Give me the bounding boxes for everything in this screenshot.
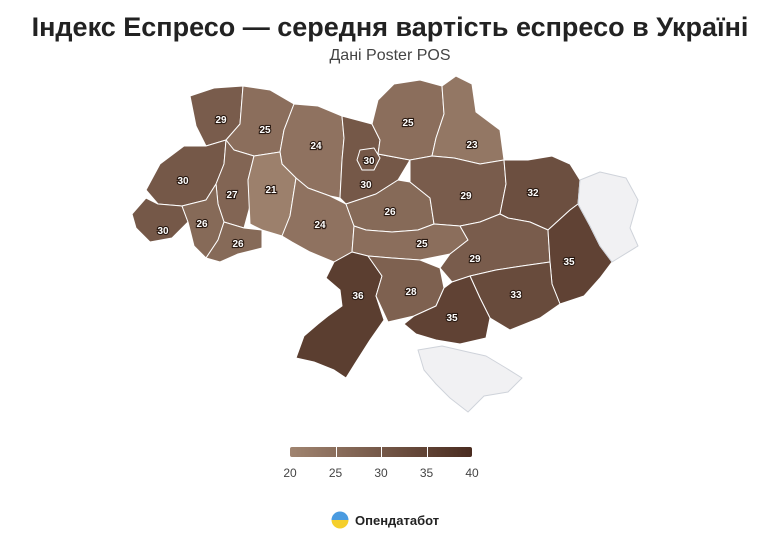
region-value-label-rivne: 25 [259, 125, 271, 136]
brand-footer: Опендатабот [331, 510, 439, 530]
color-legend: 20 25 30 35 40 [283, 447, 479, 480]
region-value-label-sumy: 23 [466, 140, 478, 151]
opendatabot-logo-icon [331, 511, 349, 529]
legend-tick-label: 25 [328, 466, 343, 480]
region-value-label-kyiv-oblast: 30 [360, 180, 372, 191]
brand-name: Опендатабот [355, 512, 440, 528]
region-value-label-cherkasy: 26 [384, 207, 396, 218]
legend-tick-label: 35 [419, 466, 434, 480]
region-crimea [417, 345, 523, 413]
region-value-label-zhytomyr: 24 [310, 141, 322, 152]
region-value-label-dnipropetrovsk: 29 [469, 254, 481, 265]
region-value-label-khmelnytskyi: 21 [265, 185, 277, 196]
region-value-label-kyiv-city: 30 [363, 156, 375, 167]
legend-tick-label: 30 [374, 466, 388, 480]
region-chernivtsi [205, 221, 263, 263]
region-odesa [295, 251, 385, 379]
region-luhansk [577, 171, 639, 263]
legend-tick-label: 40 [465, 466, 479, 480]
legend-tick-mark [381, 447, 382, 457]
region-value-label-chernihiv: 25 [402, 118, 414, 129]
region-value-label-kirovohrad: 25 [416, 239, 428, 250]
region-value-label-zaporizhzhia: 33 [510, 290, 522, 301]
region-value-label-poltava: 29 [460, 191, 472, 202]
region-value-label-volyn: 29 [215, 115, 227, 126]
region-value-label-donetsk: 35 [563, 257, 575, 268]
map-subtitle: Дані Poster POS [329, 47, 451, 64]
region-value-label-lviv: 30 [177, 176, 189, 187]
region-value-label-ivano-frankivsk: 26 [196, 219, 208, 230]
region-value-label-ternopil: 27 [226, 190, 238, 201]
region-kherson [403, 275, 491, 345]
legend-tick-mark [426, 447, 428, 457]
region-value-label-vinnytsia: 24 [314, 220, 326, 231]
region-value-label-odesa: 36 [352, 291, 364, 302]
region-value-label-zakarpattia: 30 [157, 226, 169, 237]
region-value-label-chernivtsi: 26 [232, 239, 244, 250]
region-value-label-mykolaiv: 28 [405, 287, 417, 298]
legend-tick-label: 20 [283, 466, 297, 480]
map-title: Індекс Еспресо — середня вартість еспрес… [31, 12, 749, 42]
legend-tick-mark [335, 447, 337, 457]
region-kyiv-city [356, 147, 381, 171]
region-value-label-kherson: 35 [446, 313, 458, 324]
region-value-label-kharkiv: 32 [527, 188, 539, 199]
